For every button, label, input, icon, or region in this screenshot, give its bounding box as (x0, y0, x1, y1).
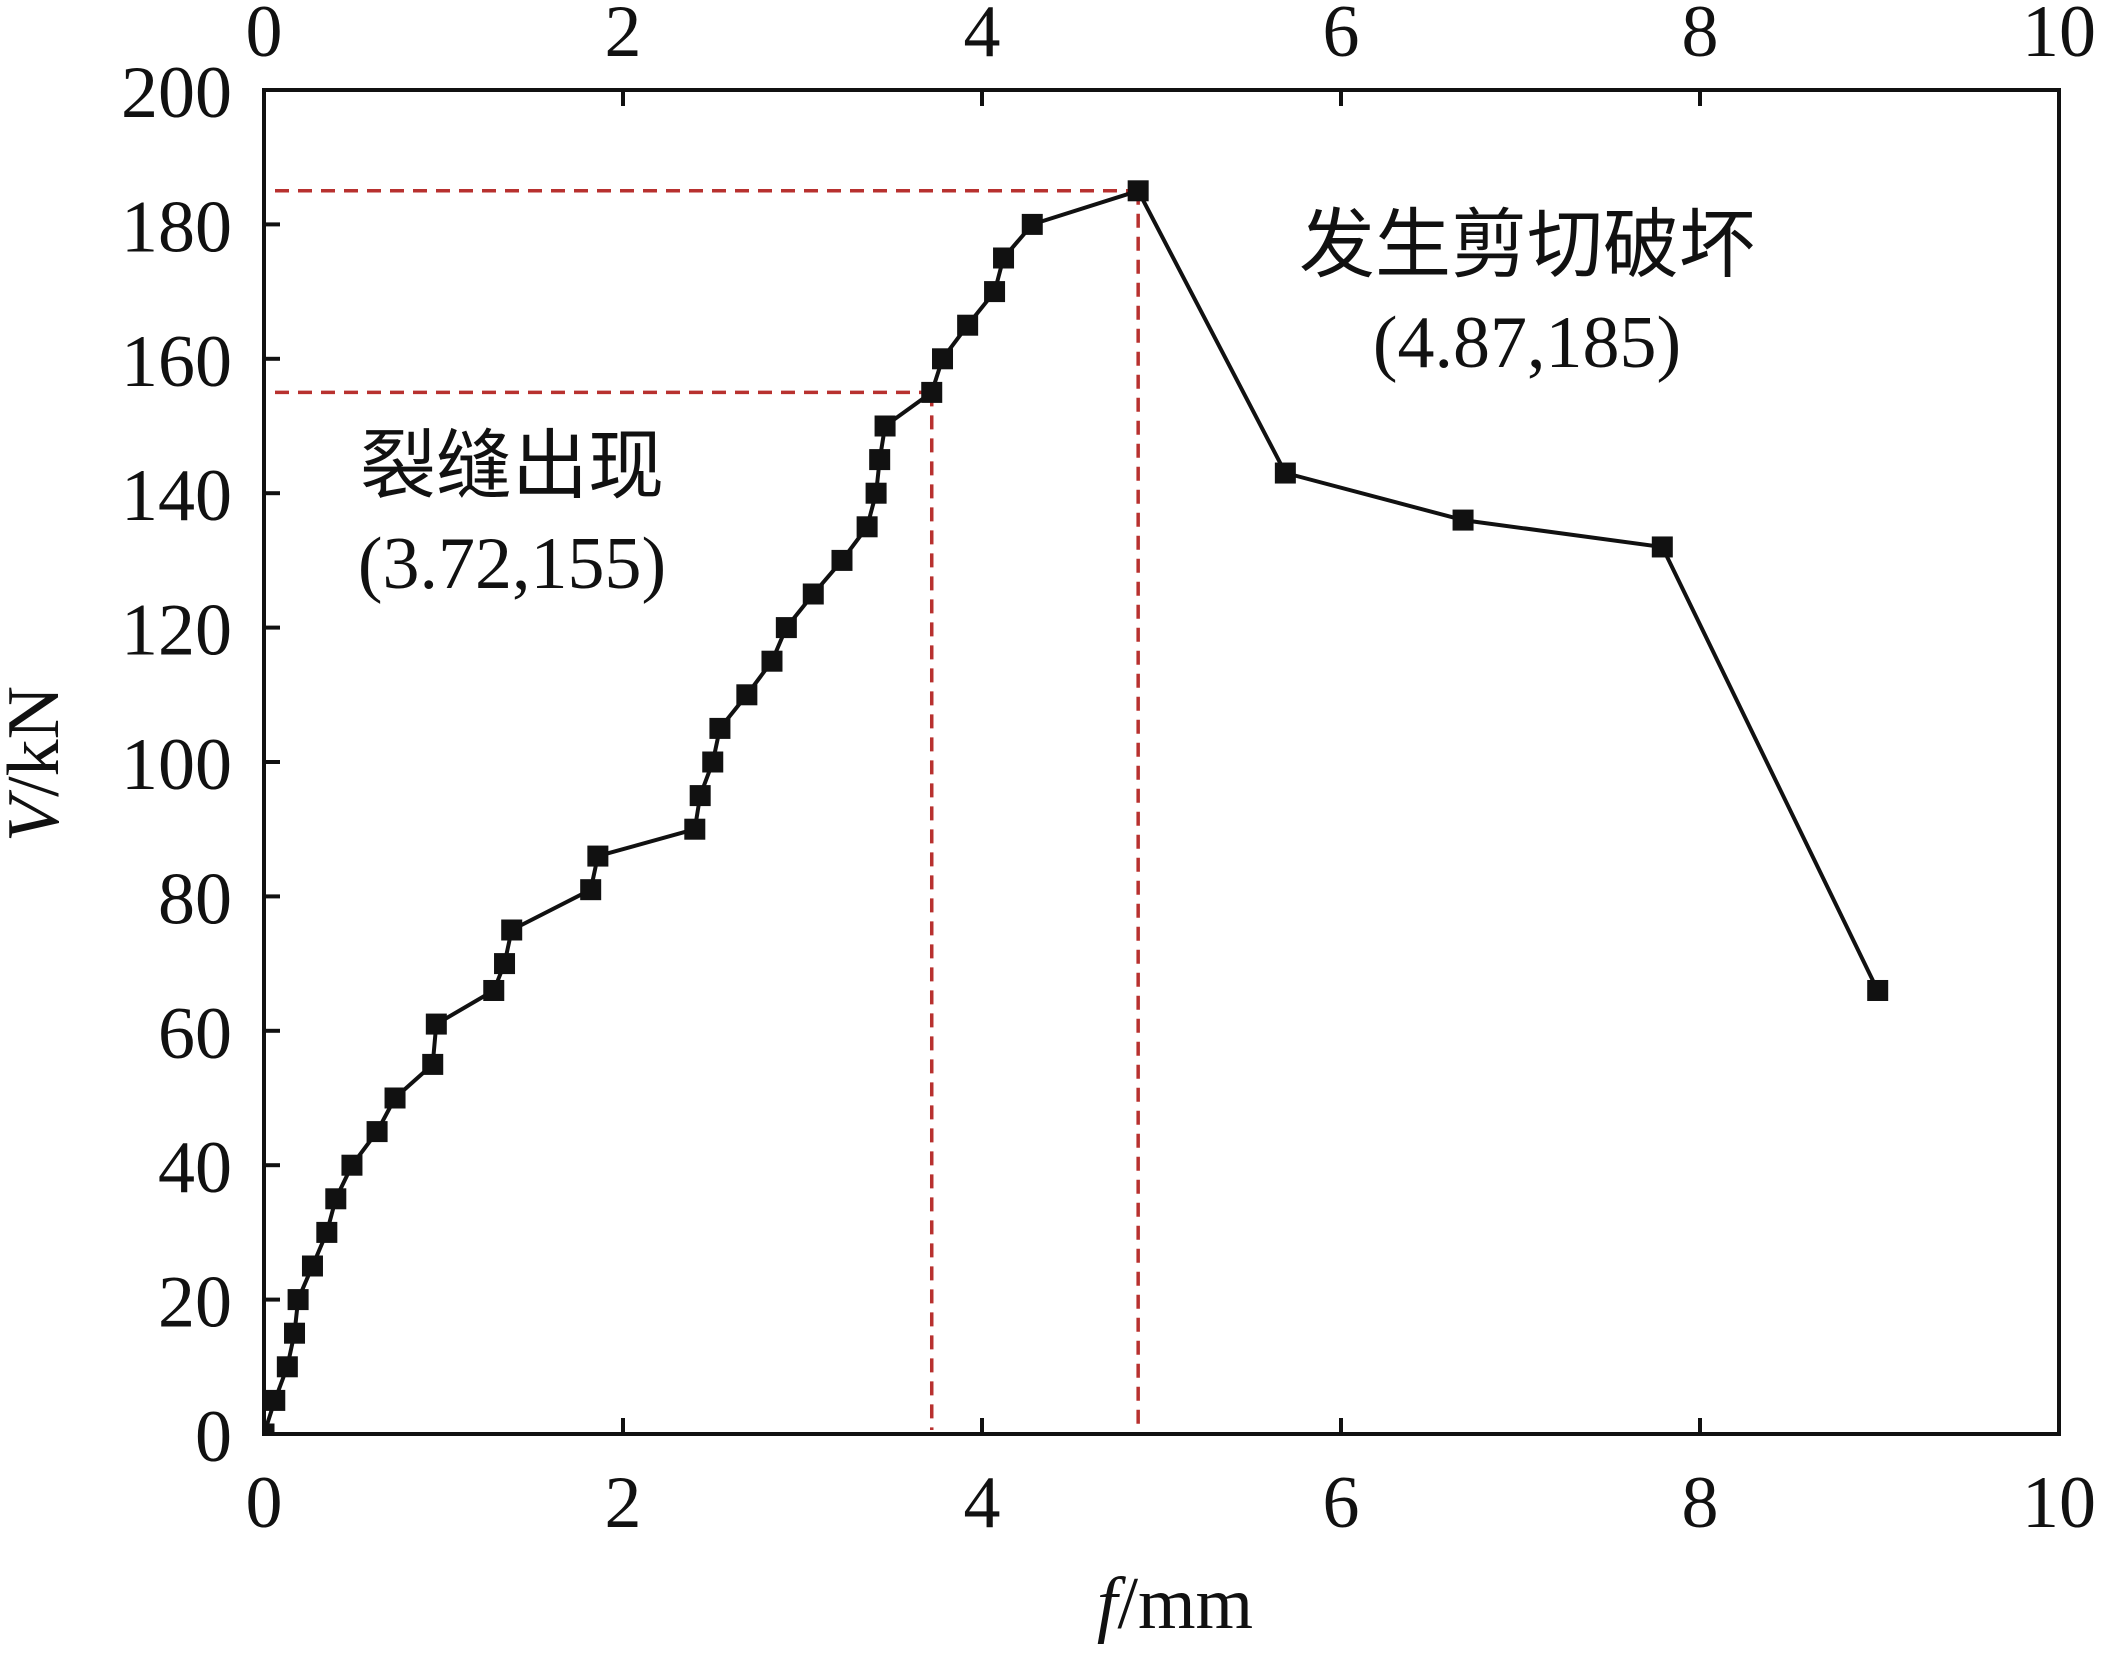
data-point (874, 415, 896, 437)
data-point (869, 449, 891, 471)
data-point (580, 879, 602, 901)
data-point (865, 482, 887, 504)
data-point (301, 1255, 323, 1277)
data-point (284, 1322, 306, 1344)
data-point (709, 717, 731, 739)
data-point (932, 348, 954, 370)
annotation-coordinates: (3.72,155) (358, 523, 666, 605)
data-point (1127, 180, 1149, 202)
x-top-tick-label: 8 (1682, 0, 1719, 73)
x-tick-label: 4 (964, 1462, 1001, 1544)
y-axis-variable: V (0, 789, 75, 842)
annotation-coordinates: (4.87,185) (1373, 302, 1681, 384)
y-tick-label: 120 (121, 590, 232, 672)
y-tick-label: 60 (158, 993, 232, 1075)
data-point (689, 785, 711, 807)
data-point (483, 979, 505, 1001)
y-tick-label: 0 (195, 1396, 232, 1478)
data-point (984, 281, 1006, 303)
data-point (856, 516, 878, 538)
data-point (831, 549, 853, 571)
x-tick-label: 8 (1682, 1462, 1719, 1544)
y-tick-label: 40 (158, 1127, 232, 1209)
data-point (287, 1289, 309, 1311)
y-tick-label: 200 (121, 52, 232, 134)
data-point (366, 1121, 388, 1143)
x-top-tick-label: 10 (2022, 0, 2096, 73)
annotation-title: 发生剪切破坏 (1299, 200, 1755, 289)
data-point (494, 953, 516, 975)
data-point (276, 1356, 298, 1378)
data-point (384, 1087, 406, 1109)
x-axis-unit: /mm (1117, 1563, 1253, 1645)
x-tick-label: 2 (605, 1462, 642, 1544)
x-top-tick-label: 0 (246, 0, 283, 73)
data-point (761, 650, 783, 672)
data-point (957, 314, 979, 336)
x-axis-label: f/mm (1097, 1563, 1253, 1645)
data-point (501, 919, 523, 941)
y-tick-label: 160 (121, 321, 232, 403)
x-top-tick-label: 4 (964, 0, 1001, 73)
data-point (425, 1013, 447, 1035)
plot-frame (262, 88, 2061, 1436)
data-point (802, 583, 824, 605)
data-point (993, 247, 1015, 269)
y-axis-label: V/kN (0, 686, 75, 842)
data-series (264, 180, 1889, 1434)
data-point (325, 1188, 347, 1210)
y-tick-label: 180 (121, 186, 232, 268)
data-point (1867, 979, 1889, 1001)
data-point (1274, 462, 1296, 484)
data-point (1452, 509, 1474, 531)
x-tick-label: 0 (246, 1462, 283, 1544)
data-point (1651, 536, 1673, 558)
y-tick-label: 80 (158, 858, 232, 940)
data-point (702, 751, 724, 773)
x-tick-label: 6 (1323, 1462, 1360, 1544)
data-point (422, 1053, 444, 1075)
data-point (587, 845, 609, 867)
annotation-title: 裂缝出现 (360, 421, 664, 510)
annotations: 发生剪切破坏 (4.87,185) 裂缝出现 (3.72,155) (358, 200, 1755, 605)
data-point (1021, 213, 1043, 235)
data-point (736, 684, 758, 706)
y-tick-label: 100 (121, 724, 232, 806)
data-point (684, 818, 706, 840)
reference-guides (275, 189, 1140, 1430)
tick-labels: 0022446688101002040608010012014016018020… (121, 0, 2096, 1544)
data-point (775, 617, 797, 639)
data-point (316, 1221, 338, 1243)
data-point (264, 1389, 286, 1411)
x-top-tick-label: 6 (1323, 0, 1360, 73)
data-point (264, 1423, 275, 1434)
y-tick-label: 140 (121, 455, 232, 537)
data-point (921, 381, 943, 403)
x-tick-label: 10 (2022, 1462, 2096, 1544)
y-tick-label: 20 (158, 1262, 232, 1344)
x-top-tick-label: 2 (605, 0, 642, 73)
y-axis-unit: /kN (0, 686, 75, 797)
data-point (341, 1154, 363, 1176)
axis-ticks (264, 90, 1702, 1434)
